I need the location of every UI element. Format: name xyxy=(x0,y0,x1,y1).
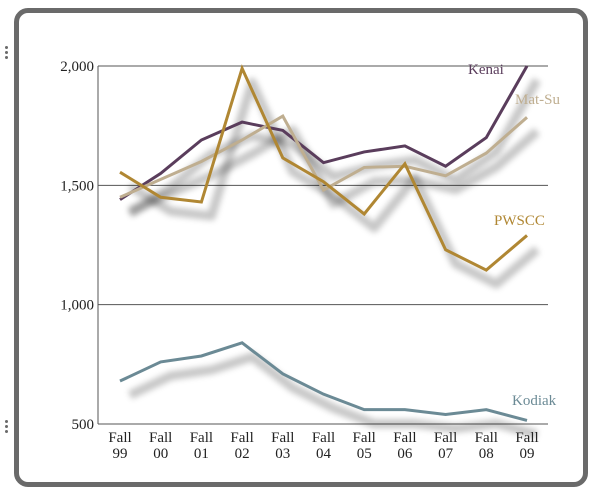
x-tick-label: Fall xyxy=(149,430,172,446)
y-axis-tick-labels: 2,000 1,500 1,000 500 xyxy=(60,59,94,433)
series-line-mat-su xyxy=(119,114,528,199)
x-tick-label: 01 xyxy=(194,446,209,462)
y-tick-label: 500 xyxy=(72,417,95,433)
series-label-kenai: Kenai xyxy=(468,62,504,78)
x-axis-tick-labels: Fall99Fall00Fall01Fall02Fall03Fall04Fall… xyxy=(108,430,538,462)
y-tick-label: 1,500 xyxy=(60,178,94,194)
series-label-mat-su: Mat-Su xyxy=(515,92,561,108)
x-tick-label: 08 xyxy=(479,446,494,462)
series-line-pwscc xyxy=(119,64,528,272)
series-labels: Kenai Mat-Su PWSCC Kodiak xyxy=(468,62,561,409)
x-tick-label: Fall xyxy=(271,430,294,446)
series-line-kodiak xyxy=(119,341,528,422)
series-shadow xyxy=(127,77,540,289)
series-shadow xyxy=(128,125,540,216)
y-tick-label: 1,000 xyxy=(60,298,94,314)
x-tick-label: Fall xyxy=(108,430,131,446)
x-tick-label: Fall xyxy=(353,430,376,446)
x-tick-label: 02 xyxy=(235,446,250,462)
x-tick-label: 05 xyxy=(357,446,372,462)
x-tick-label: 06 xyxy=(397,446,413,462)
x-tick-label: 03 xyxy=(275,446,290,462)
chart-frame xyxy=(14,8,588,487)
series-shadow xyxy=(127,77,541,218)
series-lines xyxy=(119,64,529,422)
x-tick-label: Fall xyxy=(230,430,253,446)
x-tick-label: Fall xyxy=(190,430,213,446)
x-tick-label: 04 xyxy=(316,446,332,462)
x-tick-label: Fall xyxy=(434,430,457,446)
x-tick-label: Fall xyxy=(475,430,498,446)
binding-dots-top xyxy=(2,44,12,66)
x-tick-label: 09 xyxy=(520,446,535,462)
gridlines xyxy=(97,65,548,425)
x-tick-label: 00 xyxy=(153,446,168,462)
y-tick-label: 2,000 xyxy=(60,59,94,75)
binding-dots-bottom xyxy=(2,418,12,440)
series-line-kenai xyxy=(119,65,529,201)
x-tick-label: Fall xyxy=(393,430,416,446)
series-label-kodiak: Kodiak xyxy=(512,393,557,409)
x-tick-label: 99 xyxy=(113,446,128,462)
x-tick-label: Fall xyxy=(312,430,335,446)
series-shadow xyxy=(128,352,539,439)
series-label-pwscc: PWSCC xyxy=(494,213,545,229)
line-shadows xyxy=(127,77,541,439)
x-tick-label: Fall xyxy=(515,430,538,446)
x-tick-label: 07 xyxy=(438,446,454,462)
